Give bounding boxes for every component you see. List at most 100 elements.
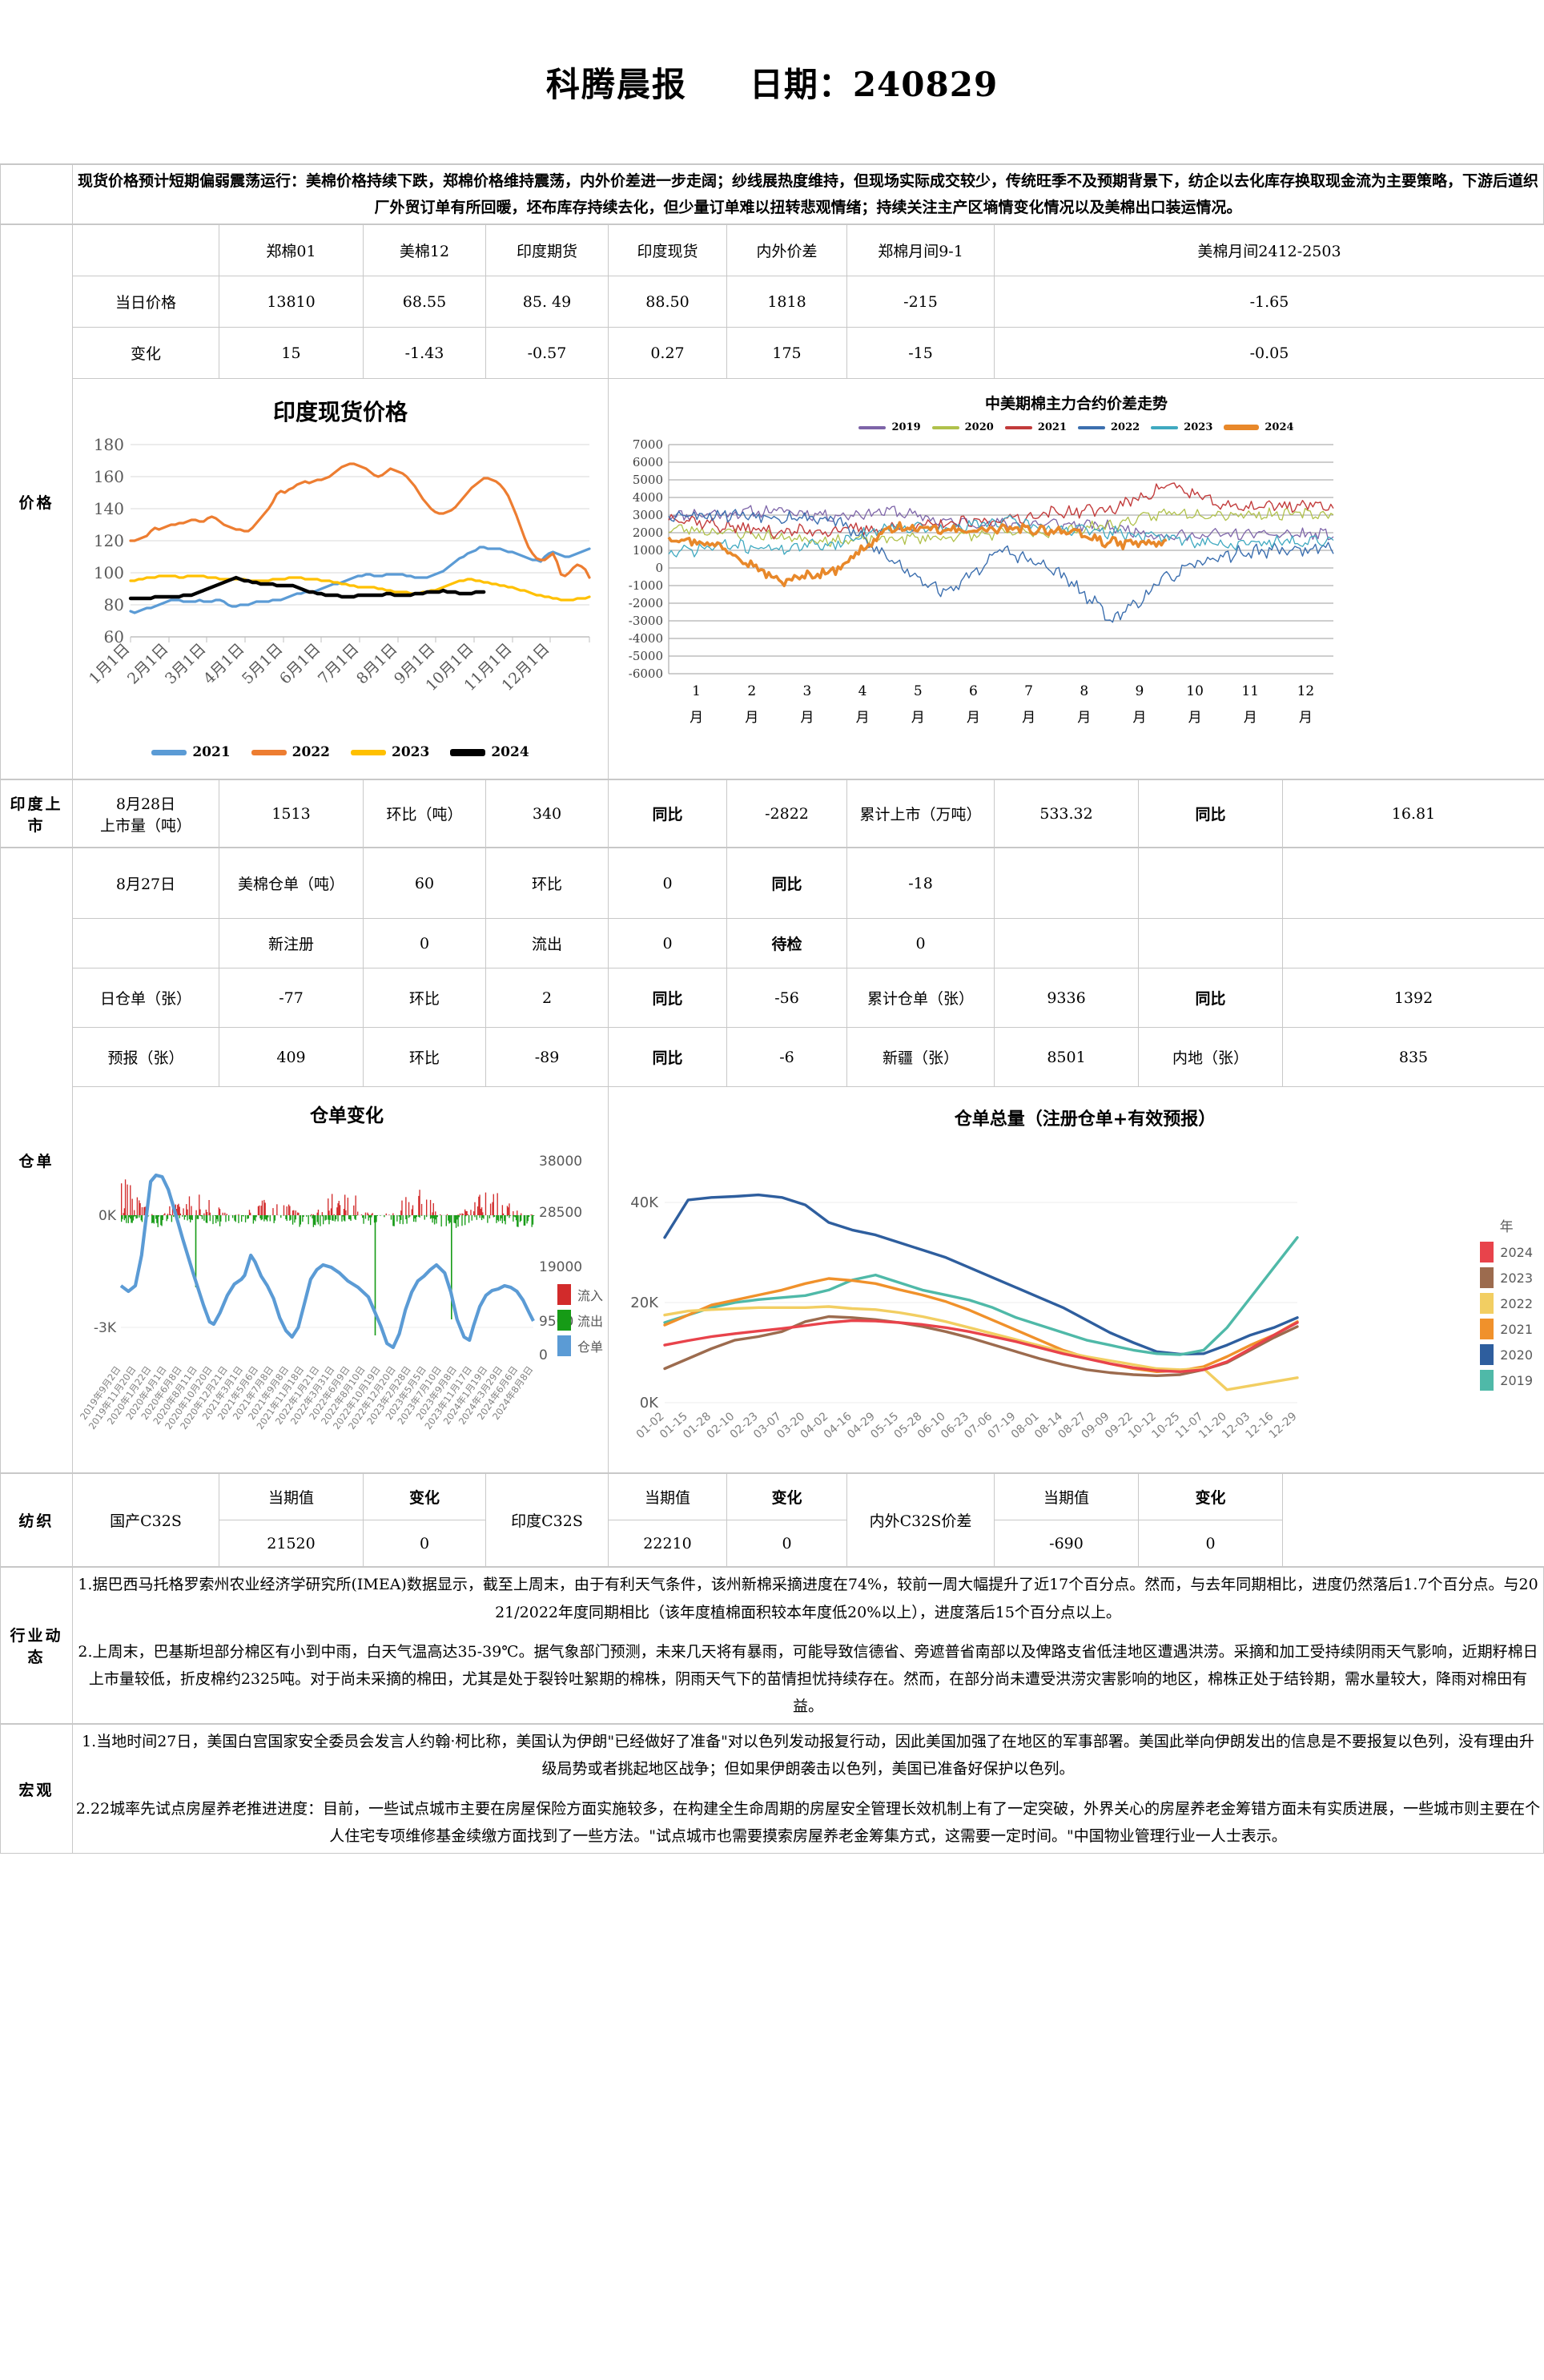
spread-svg: 7000 6000 5000 4000 3000 2000 1000 0 -1000 -2000 -…	[629, 437, 1334, 726]
svg-text:6000: 6000	[633, 455, 663, 469]
svg-text:月: 月	[967, 710, 980, 726]
price-row0-v2: 85. 49	[485, 276, 609, 328]
warrant3-date: 预报（张）	[72, 1027, 219, 1088]
legend-india-2023: 2023	[351, 744, 429, 760]
chart-title-spread: 中美期棉主力合约价差走势	[984, 395, 1168, 413]
svg-text:4: 4	[858, 683, 867, 699]
svg-text:8月1日: 8月1日	[353, 640, 401, 688]
warrant-change-svg: 0K -3K 38000 28500 19000 9500 0 2019年9月	[78, 1154, 582, 1432]
warrant1-yoy-label: 待检	[726, 918, 847, 969]
svg-text:2000: 2000	[633, 526, 663, 540]
table-row: 当日价格 13810 68.55 85. 49 88.50 1818 -215 …	[1, 276, 1544, 328]
macro-news-body: 1.当地时间27日，美国白宫国家安全委员会发言人约翰·柯比称，美国认为伊朗"已经…	[72, 1724, 1544, 1854]
report-page: 科腾晨报 日期：240829 现货价格预计短期偏弱震荡运行：美棉价格持续下跌，郑…	[0, 64, 1544, 1854]
macro-section: 宏观 1.当地时间27日，美国白宫国家安全委员会发言人约翰·柯比称，美国认为伊朗…	[0, 1724, 1544, 1854]
svg-text:6: 6	[969, 683, 978, 699]
legend-spread-2024: 2024	[1224, 421, 1294, 433]
warrant3-label: 409	[219, 1027, 364, 1088]
svg-text:月: 月	[911, 710, 925, 726]
textile-section: 纺织 国产C32S 当期值 变化 印度C32S 当期值 变化 内外C32S价差 …	[0, 1473, 1544, 1568]
svg-text:80: 80	[104, 595, 124, 614]
svg-text:月: 月	[1299, 710, 1313, 726]
svg-text:-5000: -5000	[629, 649, 663, 663]
price-section: 价格 郑棉01 美棉12 印度期货 印度现货 内外价差 郑棉月间9-1 美棉月间…	[0, 224, 1544, 780]
textile-period-label-0: 当期值	[219, 1473, 364, 1521]
svg-text:100: 100	[94, 563, 124, 582]
textile-item1-value: 22210	[608, 1520, 727, 1568]
svg-text:月: 月	[1244, 710, 1257, 726]
price-col-6: 郑棉月间9-1	[846, 224, 995, 277]
warrant2-mom-label: 2	[485, 968, 609, 1029]
legend-outflow: 流出	[557, 1310, 603, 1331]
report-date: 日期：240829	[749, 64, 999, 104]
industry-news-item-2: 2.上周末，巴基斯坦部分棉区有小到中雨，白天气温高达35-39℃。据气象部门预测…	[78, 1642, 1538, 1716]
warrant1-pad2	[1138, 918, 1283, 969]
chart-india-spot-price: 印度现货价格	[72, 378, 609, 780]
macro-news-item-2: 2.22城率先试点房屋养老推进进度：目前，一些试点城市主要在房屋保险方面实施较多…	[75, 1799, 1541, 1845]
price-row1-label: 变化	[72, 327, 219, 380]
price-charts-row: 印度现货价格	[1, 378, 1544, 780]
svg-text:7000: 7000	[633, 437, 663, 452]
warrant-section: 仓单 8月27日 美棉仓单（吨） 60 环比 0 同比 -18 新注册 0 流出…	[0, 848, 1544, 1474]
warrant1-pad3	[1282, 918, 1544, 969]
table-row: 宏观 1.当地时间27日，美国白宫国家安全委员会发言人约翰·柯比称，美国认为伊朗…	[0, 1724, 1544, 1854]
india-listing-section: 印度上市 8月28日 上市量（吨） 1513 环比（吨） 340 同比 -2822…	[0, 779, 1544, 848]
price-row1-v0: 15	[219, 327, 364, 380]
legend-year-2023: 2023	[1480, 1267, 1533, 1289]
warrant3-extra2-label: 835	[1282, 1027, 1544, 1088]
warrant0-yoy-value: -18	[846, 848, 995, 920]
svg-text:9: 9	[1136, 683, 1144, 699]
svg-text:2: 2	[747, 683, 756, 699]
price-row0-label: 当日价格	[72, 276, 219, 328]
warrant1-date	[72, 918, 219, 969]
warrant-total-svg: 40K 20K 0K 01-0201-1501-2802-1002-2303-0…	[630, 1194, 1300, 1442]
svg-text:1000: 1000	[633, 543, 663, 558]
industry-section: 行业动态 1.据巴西马托格罗索州农业经济学研究所(IMEA)数据显示，截至上周末…	[0, 1567, 1544, 1725]
price-col-7: 美棉月间2412-2503	[994, 224, 1544, 277]
legend-warrant: 仓单	[557, 1335, 603, 1357]
legend-year-2020: 2020	[1480, 1344, 1533, 1366]
svg-text:7月1日: 7月1日	[315, 640, 363, 688]
price-col-4: 印度现货	[608, 224, 727, 277]
warrant2-yoy-value: 累计仓单（张）	[846, 968, 995, 1029]
warrant0-date: 8月27日	[72, 848, 219, 920]
legend-inflow: 流入	[557, 1284, 603, 1306]
svg-text:12: 12	[1297, 683, 1315, 699]
chart-warrant-change: 仓单变化 0K -3K 38000 28500 19000	[72, 1086, 609, 1474]
svg-text:-1000: -1000	[629, 578, 663, 593]
warrant0-pad1	[994, 848, 1139, 920]
textile-period-label-2: 当期值	[994, 1473, 1139, 1521]
svg-text:11: 11	[1241, 683, 1259, 699]
price-row1-v4: 175	[726, 327, 847, 380]
svg-text:1月1日: 1月1日	[86, 640, 134, 688]
warrant2-yoy-label: -56	[726, 968, 847, 1029]
warrant1-value: 0	[363, 918, 486, 969]
legend-year-2024: 2024	[1480, 1242, 1533, 1263]
svg-text:120: 120	[94, 531, 124, 550]
svg-text:月: 月	[856, 710, 870, 726]
textile-change-label-1: 变化	[726, 1473, 847, 1521]
price-row0-v3: 88.50	[608, 276, 727, 328]
india-cum-yoy-value: 16.81	[1282, 779, 1544, 848]
macro-news-item-1: 1.当地时间27日，美国白宫国家安全委员会发言人约翰·柯比称，美国认为伊朗"已经…	[82, 1733, 1534, 1778]
svg-text:-2000: -2000	[629, 596, 663, 610]
warrant3-yoy-label: -6	[726, 1027, 847, 1088]
warrant1-pad1	[994, 918, 1139, 969]
warrant0-mom-label: 环比	[485, 848, 609, 920]
price-row0-v0: 13810	[219, 276, 364, 328]
svg-text:19000: 19000	[539, 1259, 582, 1275]
svg-text:38000: 38000	[539, 1154, 582, 1170]
chart-title-warrant-change: 仓单变化	[310, 1105, 384, 1127]
textile-header-row: 纺织 国产C32S 当期值 变化 印度C32S 当期值 变化 内外C32S价差 …	[0, 1473, 1544, 1568]
svg-text:月: 月	[1188, 710, 1202, 726]
price-row1-v3: 0.27	[608, 327, 727, 380]
svg-text:月: 月	[1022, 710, 1035, 726]
svg-text:4000: 4000	[633, 490, 663, 505]
legend-india-2021: 2021	[151, 744, 231, 760]
chart-title-warrant-total: 仓单总量（注册仓单+有效预报）	[954, 1109, 1216, 1130]
india-date: 8月28日 上市量（吨）	[72, 779, 219, 848]
legend-india-2024: 2024	[450, 744, 529, 760]
textile-change-label-2: 变化	[1138, 1473, 1283, 1521]
table-row: 仓单 8月27日 美棉仓单（吨） 60 环比 0 同比 -18	[0, 848, 1544, 1474]
warrant3-yoy-value: 新疆（张）	[846, 1027, 995, 1088]
